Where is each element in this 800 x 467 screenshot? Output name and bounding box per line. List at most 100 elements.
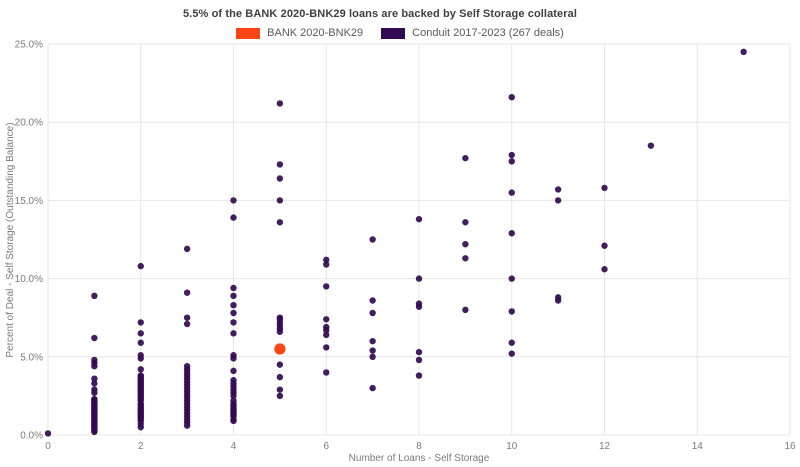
x-tick-label: 0 [45,441,51,452]
data-point-conduit [276,175,284,182]
data-point-conduit [415,215,423,223]
y-tick-label: 20.0% [15,118,43,129]
data-point-conduit [508,158,515,165]
data-point-conduit [276,197,284,204]
x-axis-title: Number of Loans - Self Storage [349,453,490,464]
chart-legend: BANK 2020-BNK29 Conduit 2017-2023 (267 d… [0,27,800,39]
data-point-conduit [415,372,423,379]
y-tick-label: 10.0% [15,274,43,285]
data-point-conduit [369,236,376,243]
x-tick-label: 2 [138,441,144,452]
x-tick-label: 14 [692,441,704,452]
data-point-conduit [230,301,237,309]
data-point-conduit [415,356,423,364]
data-point-conduit [91,389,98,396]
data-point-conduit [462,240,469,248]
data-point-conduit [415,275,423,282]
data-point-conduit [415,303,423,310]
data-point-conduit [230,309,237,317]
legend-item-conduit: Conduit 2017-2023 (267 deals) [381,27,564,39]
data-point-conduit [183,289,191,296]
data-point-conduit [508,151,515,159]
legend-swatch-conduit [381,27,406,39]
data-point-conduit [323,327,330,334]
data-point-conduit [462,306,469,314]
data-point-conduit [323,261,330,268]
data-point-conduit [323,256,330,264]
data-point-conduit [137,330,144,337]
data-point-conduit [369,297,376,304]
y-axis-title: Percent of Deal - Self Storage (Outstand… [5,122,16,357]
data-point-conduit [230,367,237,375]
data-point-conduit [462,219,469,226]
x-tick-label: 4 [231,441,237,452]
data-point-conduit [508,339,515,346]
data-point-conduit [230,319,237,326]
data-point-conduit [554,186,562,193]
data-point-conduit [508,308,515,315]
data-point-conduit [276,328,284,335]
data-point-conduit [91,380,98,387]
legend-swatch-bank [236,27,261,39]
data-point-conduit [137,262,144,270]
data-point-conduit [415,348,423,356]
data-point-conduit [230,214,237,221]
data-point-conduit [462,255,469,262]
data-point-conduit [276,100,284,107]
data-point-conduit [508,189,515,196]
data-point-conduit [740,48,747,56]
points-layer [44,48,747,437]
data-point-conduit [137,423,144,431]
data-point-conduit [554,197,562,204]
data-point-conduit [183,320,191,328]
data-point-conduit [601,184,608,192]
data-point-conduit [369,384,376,392]
data-point-conduit [44,430,52,437]
data-point-conduit [323,283,330,290]
tick-layer: 0.0% 5.0% 10.0% 15.0% 20.0% 25.0% 0 2 4 6 8 10 12 14 1… [15,40,796,453]
x-tick-label: 12 [599,441,611,452]
data-point-conduit [137,319,144,326]
y-tick-label: 5.0% [20,352,43,363]
data-point-conduit [323,344,330,351]
data-point-conduit [183,422,191,429]
chart-title: 5.5% of the BANK 2020-BNK29 loans are ba… [182,8,578,20]
data-point-conduit [91,292,98,300]
data-point-conduit [230,355,237,362]
data-point-conduit [183,245,191,253]
data-point-conduit [601,242,608,249]
y-tick-label: 0.0% [20,431,43,442]
x-tick-label: 6 [323,441,329,452]
data-point-conduit [137,355,144,362]
x-tick-label: 8 [416,441,422,452]
legend-label-conduit: Conduit 2017-2023 (267 deals) [412,27,564,39]
x-tick-label: 16 [784,441,796,452]
data-point-conduit [230,392,237,400]
data-point-conduit [369,337,376,345]
data-point-conduit [91,334,98,342]
data-point-conduit [508,93,515,101]
data-point-conduit [508,275,515,282]
data-point-bank [274,343,286,355]
grid-layer [47,43,791,436]
data-point-conduit [137,366,144,373]
data-point-conduit [601,266,608,273]
data-point-conduit [137,339,144,346]
data-point-conduit [276,161,284,168]
data-point-conduit [323,369,330,376]
legend-item-bank: BANK 2020-BNK29 [236,27,363,39]
data-point-conduit [554,297,562,304]
data-point-conduit [276,386,284,393]
y-tick-label: 15.0% [15,196,43,207]
data-point-conduit [230,330,237,337]
data-point-conduit [183,314,191,321]
data-point-conduit [91,428,98,436]
data-point-conduit [508,230,515,237]
data-point-conduit [230,197,237,204]
data-point-conduit [230,292,237,300]
data-point-conduit [91,375,98,382]
data-point-conduit [230,284,237,292]
data-point-conduit [369,347,376,354]
